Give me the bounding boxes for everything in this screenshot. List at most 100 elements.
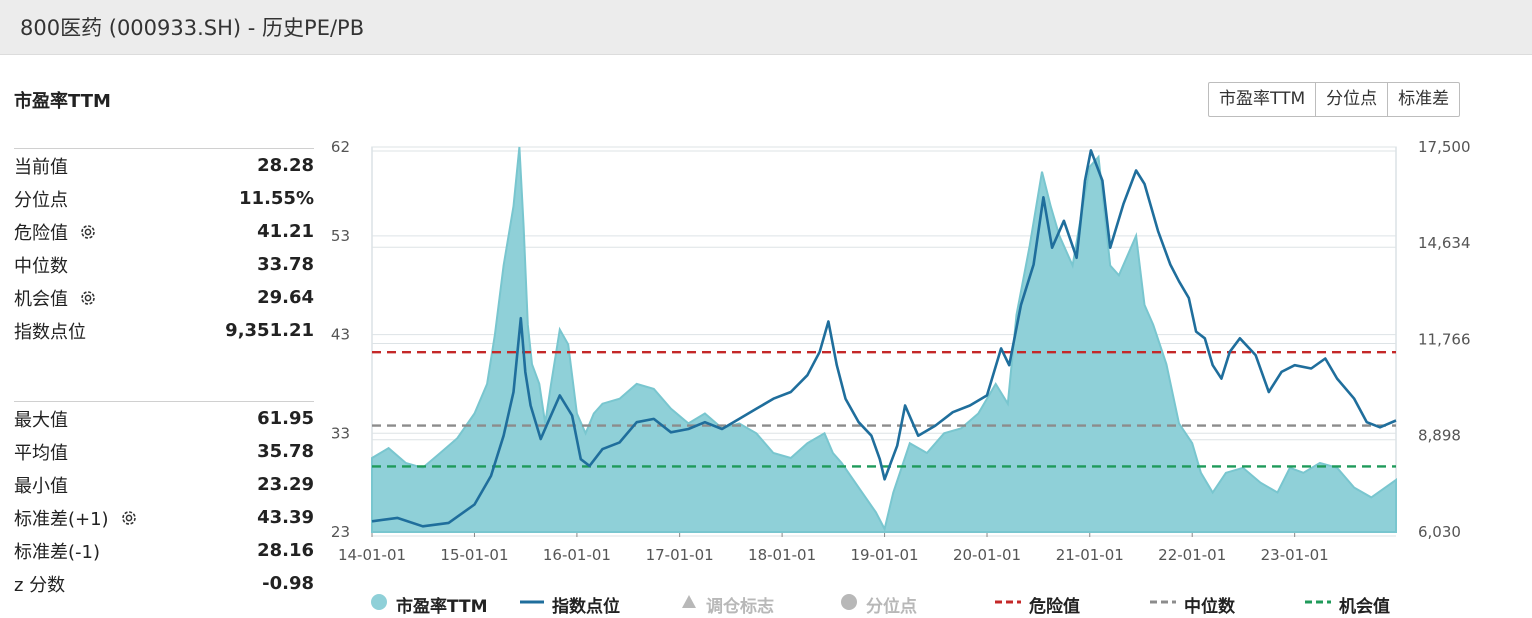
stat-value: 29.64 — [257, 287, 314, 308]
stat-value: 28.16 — [257, 540, 314, 561]
legend-item[interactable]: 机会值 — [1305, 592, 1390, 617]
legend-label: 指数点位 — [552, 597, 620, 617]
y-right-tick-label: 17,500 — [1418, 138, 1471, 156]
pe-ttm-button[interactable]: 市盈率TTM — [1209, 83, 1317, 116]
stats-panel-current: 当前值 28.28 分位点 11.55% 危险值 41.21 中位数 33.78 机会值 29.6… — [14, 148, 314, 347]
x-tick-label: 17-01-01 — [646, 546, 714, 564]
x-tick-label: 16-01-01 — [543, 546, 611, 564]
legend-item[interactable]: 中位数 — [1150, 592, 1235, 617]
legend-item[interactable]: 危险值 — [995, 592, 1080, 617]
index-level-line — [371, 149, 1397, 528]
stat-label: 当前值 — [14, 156, 68, 178]
stat-row: 分位点 11.55% — [14, 182, 314, 215]
stat-label-wrap: 最大值 — [14, 406, 68, 432]
gear-icon[interactable] — [119, 508, 139, 528]
stat-label-wrap: 标准差(-1) — [14, 538, 100, 564]
stat-label-wrap: 最小值 — [14, 472, 68, 498]
gear-icon[interactable] — [78, 288, 98, 308]
stat-label: 最大值 — [14, 409, 68, 431]
x-tick-label: 23-01-01 — [1261, 546, 1329, 564]
stat-label-wrap: 平均值 — [14, 439, 68, 465]
stats-panel-summary: 最大值 61.95 平均值 35.78 最小值 23.29 标准差(+1) 43.39 标准差(… — [14, 401, 314, 600]
x-tick-label: 15-01-01 — [440, 546, 508, 564]
stat-row: z 分数 -0.98 — [14, 567, 314, 600]
std-dev-button[interactable]: 标准差 — [1398, 89, 1450, 109]
stat-label: 机会值 — [14, 288, 68, 310]
legend-line-icon — [520, 593, 544, 616]
legend-circle-icon — [370, 593, 388, 616]
stat-label-wrap: 标准差(+1) — [14, 505, 139, 531]
y-right-tick-label: 11,766 — [1418, 330, 1471, 348]
x-tick-label: 21-01-01 — [1056, 546, 1124, 564]
page-header: 800医药 (000933.SH) - 历史PE/PB — [0, 0, 1532, 55]
stat-label: 最小值 — [14, 475, 68, 497]
gear-icon[interactable] — [78, 222, 98, 242]
legend-item[interactable]: 分位点 — [840, 592, 917, 617]
y-right-tick-label: 6,030 — [1418, 523, 1461, 541]
view-toggle-group: 市盈率TTM 分位点 标准差 — [1208, 82, 1461, 117]
stat-label-wrap: 机会值 — [14, 285, 98, 311]
stat-row: 平均值 35.78 — [14, 435, 314, 468]
stat-row: 指数点位 9,351.21 — [14, 314, 314, 347]
stat-label: z 分数 — [14, 574, 66, 596]
legend-item[interactable]: 调仓标志 — [680, 592, 774, 617]
pe-history-chart: 62 53 43 33 23 17,500 14,634 11,766 8,898 6,030 14… — [331, 138, 1471, 564]
x-tick-label: 22-01-01 — [1158, 546, 1226, 564]
section-title: 市盈率TTM — [14, 91, 111, 112]
page-title: 800医药 (000933.SH) - 历史PE/PB — [20, 16, 365, 40]
stat-label-wrap: 危险值 — [14, 219, 98, 245]
legend-item[interactable]: 市盈率TTM — [370, 592, 488, 617]
x-tick-label: 20-01-01 — [953, 546, 1021, 564]
y-right-tick-label: 8,898 — [1418, 427, 1461, 445]
y-left-tick-label: 43 — [331, 326, 350, 344]
stat-label-wrap: 分位点 — [14, 186, 68, 212]
stat-label: 危险值 — [14, 222, 68, 244]
y-left-tick-label: 33 — [331, 424, 350, 442]
legend-item[interactable]: 指数点位 — [520, 592, 620, 617]
stat-label: 标准差(-1) — [14, 541, 100, 563]
stat-row: 标准差(-1) 28.16 — [14, 534, 314, 567]
x-tick-label: 14-01-01 — [338, 546, 406, 564]
percentile-button[interactable]: 分位点 — [1316, 83, 1389, 116]
legend-label: 分位点 — [866, 597, 917, 617]
stat-value: 33.78 — [257, 254, 314, 275]
legend-label: 市盈率TTM — [396, 597, 488, 617]
stat-value: 28.28 — [257, 155, 314, 176]
legend-dash-icon — [1305, 593, 1331, 616]
legend-triangle-icon — [680, 593, 698, 616]
legend-dash-icon — [1150, 593, 1176, 616]
y-right-tick-label: 14,634 — [1418, 234, 1471, 252]
stat-label: 指数点位 — [14, 321, 86, 343]
y-left-tick-label: 62 — [331, 138, 350, 156]
x-tick-label: 18-01-01 — [748, 546, 816, 564]
stat-label: 平均值 — [14, 442, 68, 464]
y-left-tick-label: 53 — [331, 227, 350, 245]
stat-label: 标准差(+1) — [14, 508, 109, 530]
stat-label-wrap: 指数点位 — [14, 318, 86, 344]
stat-value: 9,351.21 — [225, 320, 314, 341]
stat-value: 43.39 — [257, 507, 314, 528]
stat-label: 分位点 — [14, 189, 68, 211]
stat-value: 61.95 — [257, 408, 314, 429]
stat-label-wrap: z 分数 — [14, 571, 65, 597]
stat-row: 中位数 33.78 — [14, 248, 314, 281]
chart-legend: 市盈率TTM 指数点位 调仓标志 分位点 危险值 中位数 机会值 — [370, 592, 1400, 618]
legend-label: 中位数 — [1184, 597, 1235, 617]
stat-row: 标准差(+1) 43.39 — [14, 501, 314, 534]
stat-value: 11.55% — [239, 188, 314, 209]
legend-label: 调仓标志 — [706, 597, 774, 617]
stat-row: 机会值 29.64 — [14, 281, 314, 314]
stat-row: 当前值 28.28 — [14, 149, 314, 182]
stat-value: 35.78 — [257, 441, 314, 462]
x-tick-label: 19-01-01 — [851, 546, 919, 564]
legend-dash-icon — [995, 593, 1021, 616]
stat-value: 41.21 — [257, 221, 314, 242]
legend-label: 危险值 — [1029, 597, 1080, 617]
stat-label-wrap: 中位数 — [14, 252, 68, 278]
stat-row: 最大值 61.95 — [14, 402, 314, 435]
legend-label: 机会值 — [1339, 597, 1390, 617]
stat-label: 中位数 — [14, 255, 68, 277]
stat-row: 最小值 23.29 — [14, 468, 314, 501]
y-left-tick-label: 23 — [331, 523, 350, 541]
stat-label-wrap: 当前值 — [14, 153, 68, 179]
